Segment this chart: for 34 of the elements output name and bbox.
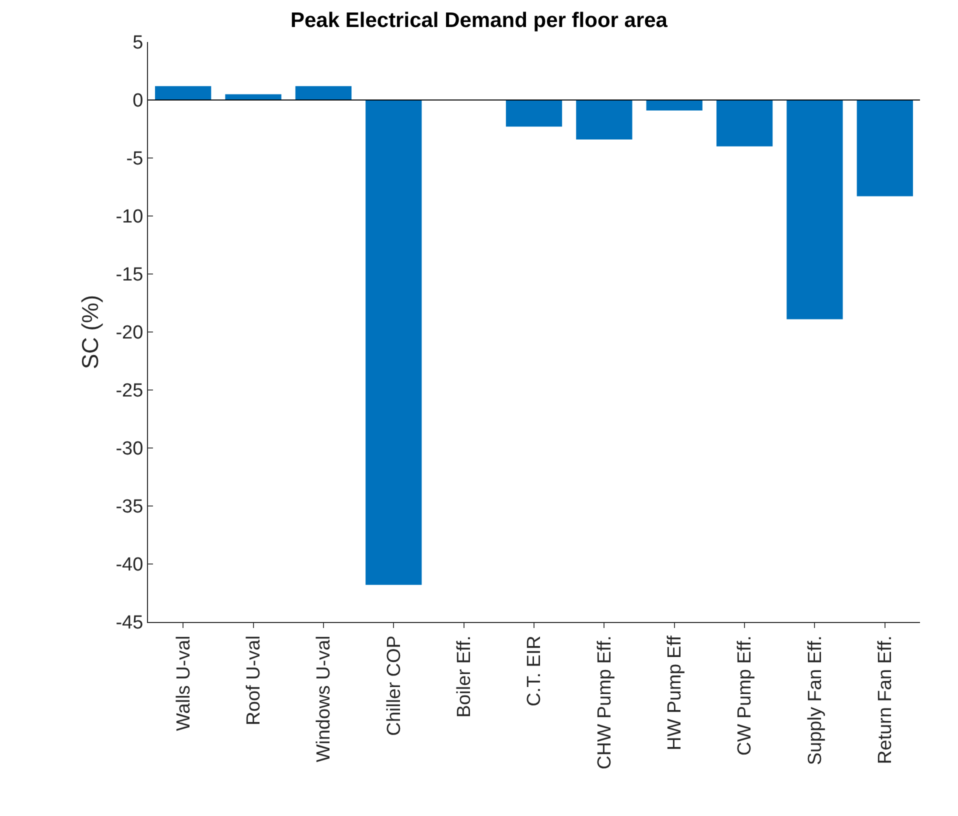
y-tick-label: -15 [116, 264, 144, 286]
y-tick-label: -5 [126, 148, 144, 170]
y-tick-label: -25 [116, 380, 144, 402]
x-tick-label: Walls U-val [173, 636, 194, 731]
x-tick-label: HW Pump Eff [664, 634, 686, 750]
bar [295, 86, 352, 100]
y-axis-title: SC (%) [77, 294, 104, 370]
y-tick-label: -10 [116, 206, 144, 228]
bar [155, 86, 212, 100]
bar [225, 94, 282, 100]
y-tick-label: -30 [116, 438, 144, 460]
x-tick-label: C.T. EIR [524, 636, 546, 706]
bar [786, 100, 843, 320]
y-tick-label: -40 [116, 554, 144, 576]
bar [366, 100, 422, 585]
bar [576, 100, 632, 140]
x-tick-label: Boiler Eff. [454, 636, 475, 718]
bar [716, 100, 773, 146]
bar [646, 100, 702, 110]
y-tick-label: 0 [132, 90, 144, 112]
x-tick-label: Chiller COP [384, 636, 405, 736]
x-tick-label: CHW Pump Eff. [594, 636, 616, 770]
y-tick-label: -45 [116, 612, 144, 634]
x-tick-label: CW Pump Eff. [734, 636, 756, 756]
chart-title: Peak Electrical Demand per floor area [290, 8, 668, 32]
y-tick-label: -20 [116, 322, 144, 344]
bar [856, 100, 913, 196]
y-tick-label: 5 [132, 32, 144, 54]
bar [506, 100, 562, 127]
x-tick-label: Supply Fan Eff. [804, 636, 826, 766]
x-tick-label: Roof U-val [243, 636, 264, 726]
x-tick-label: Return Fan Eff. [875, 636, 896, 764]
y-tick-label: -35 [116, 496, 144, 518]
x-tick-label: Windows U-val [314, 636, 335, 762]
